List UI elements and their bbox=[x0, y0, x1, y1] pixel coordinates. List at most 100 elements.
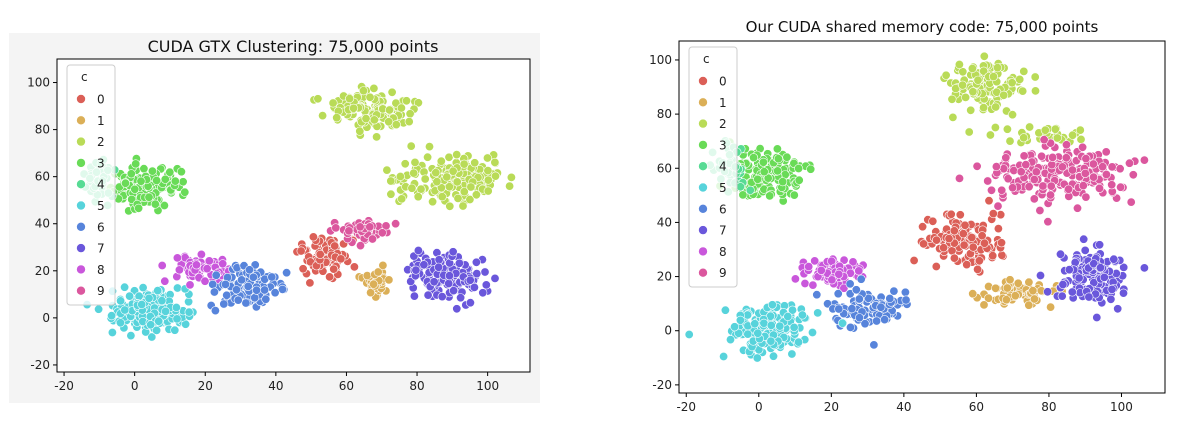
data-point bbox=[471, 190, 481, 200]
data-point bbox=[170, 176, 180, 186]
data-point bbox=[939, 243, 949, 253]
data-point bbox=[1080, 168, 1090, 178]
data-point bbox=[845, 279, 855, 289]
data-point bbox=[996, 238, 1006, 248]
data-point bbox=[1089, 278, 1099, 288]
data-point bbox=[991, 102, 1001, 112]
data-point bbox=[1024, 300, 1034, 310]
data-point bbox=[991, 283, 1001, 293]
data-point bbox=[979, 103, 989, 113]
data-point bbox=[444, 278, 454, 288]
data-point bbox=[308, 232, 318, 242]
data-point bbox=[411, 265, 421, 275]
data-point bbox=[431, 168, 441, 178]
data-point bbox=[345, 94, 355, 104]
data-point bbox=[1061, 153, 1071, 163]
data-point bbox=[782, 152, 792, 162]
data-point bbox=[144, 293, 154, 303]
data-point bbox=[136, 176, 146, 186]
data-point bbox=[410, 157, 420, 167]
data-point bbox=[1128, 170, 1138, 180]
data-point bbox=[355, 222, 365, 232]
y-tick-label: 60 bbox=[657, 161, 672, 175]
scatter-chart-shared-memory: Our CUDA shared memory code: 75,000 poin… bbox=[649, 18, 1166, 414]
y-tick-label: 0 bbox=[42, 311, 50, 325]
data-point bbox=[369, 115, 379, 125]
data-point bbox=[1101, 170, 1111, 180]
data-point bbox=[366, 288, 376, 298]
data-point bbox=[1075, 125, 1085, 135]
data-point bbox=[773, 154, 783, 164]
data-point bbox=[386, 176, 396, 186]
data-point bbox=[404, 117, 414, 127]
data-point bbox=[1024, 182, 1034, 192]
legend-marker bbox=[698, 97, 708, 108]
legend-label: 4 bbox=[719, 160, 727, 174]
data-point bbox=[1115, 164, 1125, 174]
data-point bbox=[146, 320, 156, 330]
data-point bbox=[967, 64, 977, 74]
data-point bbox=[1035, 206, 1045, 216]
data-point bbox=[1057, 162, 1067, 172]
legend-label: 7 bbox=[719, 224, 727, 238]
data-point bbox=[1067, 165, 1077, 175]
data-point bbox=[839, 255, 849, 265]
data-point bbox=[1039, 135, 1049, 145]
data-point bbox=[1058, 279, 1068, 289]
data-point bbox=[979, 66, 989, 76]
data-point bbox=[358, 86, 368, 96]
data-point bbox=[765, 191, 775, 201]
data-point bbox=[218, 259, 228, 269]
data-point bbox=[208, 279, 218, 289]
data-point bbox=[1018, 86, 1028, 96]
data-point bbox=[827, 275, 837, 285]
x-tick-label: 40 bbox=[268, 379, 283, 393]
data-point bbox=[993, 201, 1003, 211]
data-point bbox=[1048, 152, 1058, 162]
legend-marker bbox=[698, 118, 708, 129]
data-point bbox=[1043, 217, 1053, 227]
legend-label: 7 bbox=[97, 242, 105, 256]
legend-label: 9 bbox=[719, 266, 727, 280]
legend: c0 1 2 3 4 5 6 7 8 9 bbox=[66, 64, 116, 306]
data-point bbox=[157, 260, 167, 270]
data-point bbox=[332, 113, 342, 123]
data-point bbox=[107, 311, 117, 321]
data-point bbox=[397, 194, 407, 204]
chart-panel-left: CUDA GTX Clustering: 75,000 points -20 0 20… bbox=[0, 0, 560, 434]
cluster-7 bbox=[1035, 234, 1149, 322]
legend-title: c bbox=[81, 70, 88, 84]
legend-label: 0 bbox=[97, 93, 105, 107]
data-point bbox=[988, 209, 998, 219]
data-point bbox=[391, 219, 401, 229]
data-point bbox=[1005, 275, 1015, 285]
data-point bbox=[1126, 197, 1136, 207]
data-point bbox=[210, 306, 220, 316]
data-point bbox=[758, 157, 768, 167]
data-point bbox=[851, 285, 861, 295]
data-point bbox=[330, 241, 340, 251]
data-point bbox=[979, 300, 989, 310]
data-point bbox=[1064, 184, 1074, 194]
data-point bbox=[174, 265, 184, 275]
data-point bbox=[423, 290, 433, 300]
legend-label: 1 bbox=[719, 96, 727, 110]
legend-marker bbox=[76, 285, 86, 296]
data-point bbox=[459, 187, 469, 197]
data-point bbox=[788, 305, 798, 315]
data-point bbox=[720, 305, 730, 315]
data-point bbox=[277, 284, 287, 294]
data-point bbox=[434, 262, 444, 272]
data-point bbox=[377, 228, 387, 238]
data-point bbox=[506, 172, 516, 182]
legend-marker bbox=[76, 136, 86, 147]
legend-label: 8 bbox=[719, 245, 727, 259]
data-point bbox=[437, 292, 447, 302]
data-point bbox=[855, 313, 865, 323]
data-point bbox=[1092, 312, 1102, 322]
data-point bbox=[472, 269, 482, 279]
data-point bbox=[1106, 294, 1116, 304]
data-point bbox=[336, 254, 346, 264]
data-point bbox=[387, 87, 397, 97]
data-point bbox=[979, 51, 989, 61]
